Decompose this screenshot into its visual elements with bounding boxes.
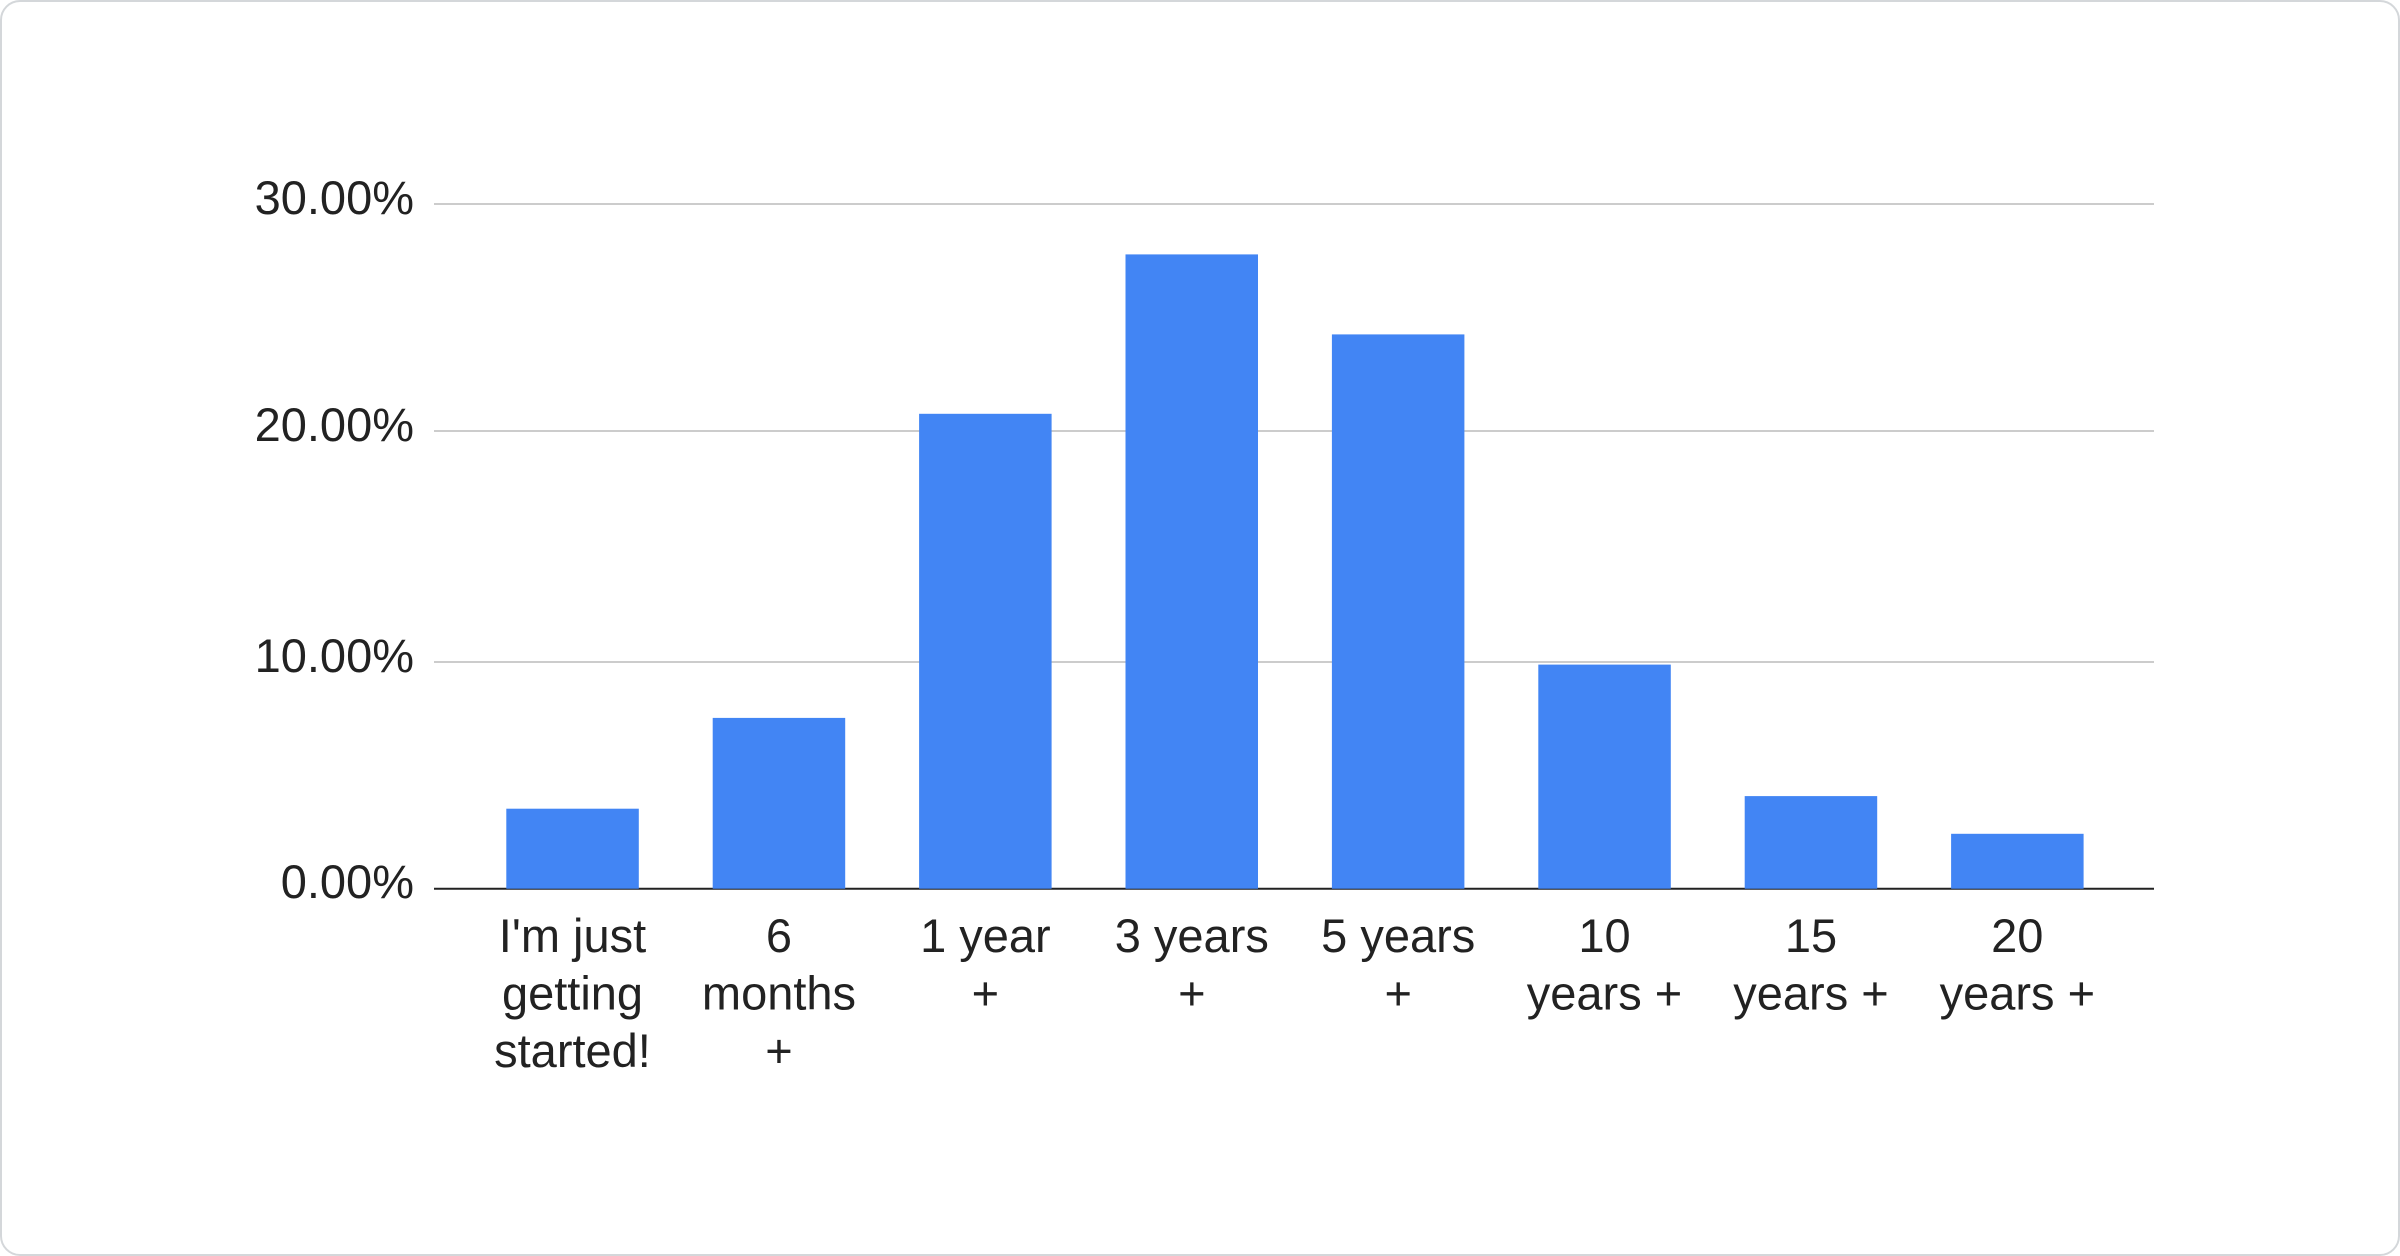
svg-text:+: + (765, 1024, 792, 1077)
svg-text:20.00%: 20.00% (255, 398, 414, 451)
svg-text:1 year: 1 year (920, 909, 1051, 962)
svg-text:months: months (702, 967, 856, 1020)
svg-text:3 years: 3 years (1115, 909, 1269, 962)
svg-text:years +: years + (1527, 967, 1682, 1020)
svg-text:+: + (1178, 967, 1205, 1020)
svg-text:20: 20 (1991, 909, 2043, 962)
svg-text:10: 10 (1578, 909, 1630, 962)
svg-text:years +: years + (1940, 967, 2095, 1020)
svg-text:I'm just: I'm just (499, 909, 646, 962)
svg-text:+: + (972, 967, 999, 1020)
svg-text:+: + (1384, 967, 1411, 1020)
svg-text:10.00%: 10.00% (255, 629, 414, 682)
svg-text:0.00%: 0.00% (281, 855, 414, 908)
svg-text:30.00%: 30.00% (255, 171, 414, 224)
svg-text:6: 6 (766, 909, 792, 962)
svg-text:5 years: 5 years (1321, 909, 1475, 962)
svg-text:getting: getting (502, 967, 643, 1020)
svg-text:started!: started! (494, 1024, 651, 1077)
svg-text:15: 15 (1785, 909, 1837, 962)
svg-text:years +: years + (1733, 967, 1888, 1020)
